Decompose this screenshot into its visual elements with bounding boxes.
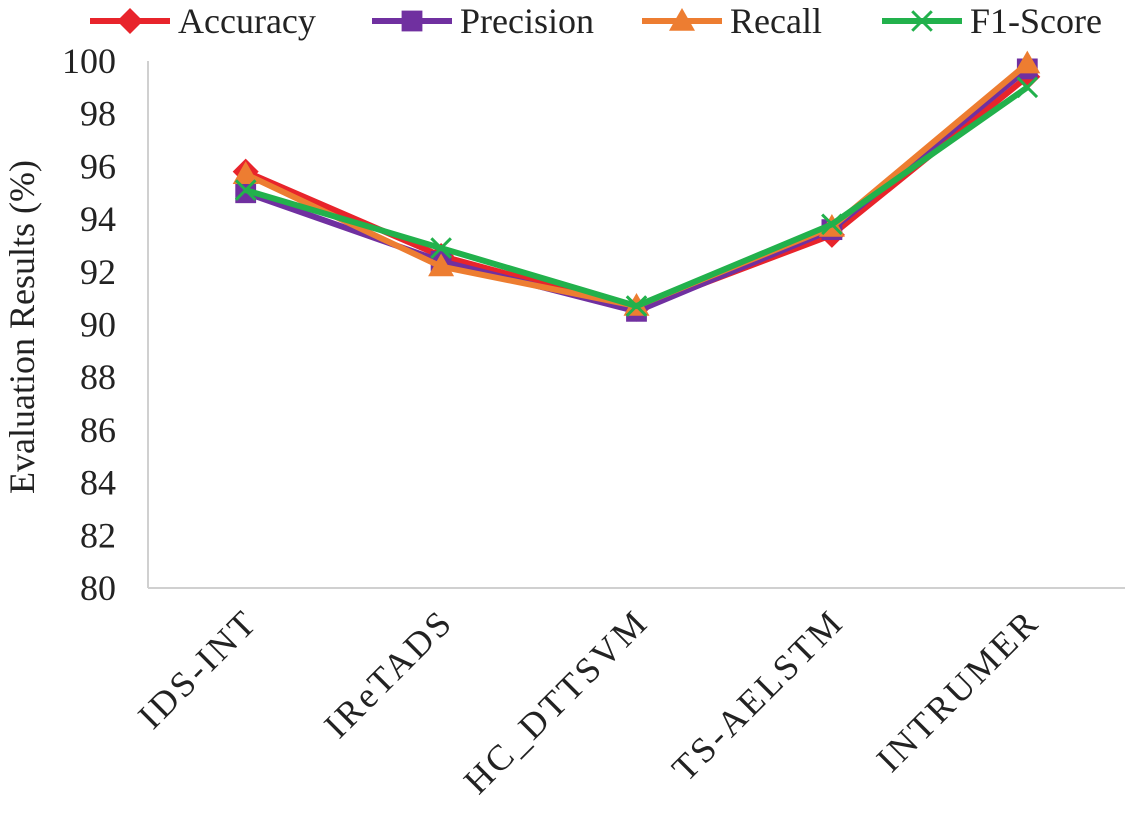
legend-swatch-marker [401,10,423,32]
series-f1-score [234,76,1039,317]
recall-line [244,61,1030,310]
y-tick-labels: 80 82 84 86 88 90 92 94 96 98 100 [62,41,116,608]
legend: Accuracy Precision Recall F1-Score [90,1,1102,41]
x-tick-label: IReTADS [316,601,460,745]
series-accuracy [232,63,1041,322]
legend-item-recall: Recall [642,1,822,41]
x-tick-label: HC_DTTSVM [456,601,656,801]
y-tick-label: 92 [80,252,116,292]
x-tick-label: TS-AELSTM [664,601,851,788]
legend-swatch-marker [117,8,143,34]
f1-score-point [821,213,843,236]
axes [147,61,1125,589]
y-tick-label: 100 [62,41,116,81]
legend-swatch-marker [669,8,695,31]
recall-point [232,161,259,185]
series-group [232,50,1041,322]
y-tick-label: 96 [80,146,116,186]
legend-label: Precision [460,1,594,41]
legend-item-precision: Precision [372,1,594,41]
y-tick-label: 94 [80,199,116,239]
x-tick-label: IDS-INT [130,601,265,736]
y-tick-label: 90 [80,305,116,345]
legend-label: F1-Score [970,1,1102,41]
y-axis-title: Evaluation Results (%) [2,160,42,494]
y-tick-label: 88 [80,357,116,397]
legend-swatch-marker [911,10,933,32]
f1-score-point [430,237,452,259]
recall-point [1014,50,1041,74]
legend-item-f1-score: F1-Score [882,1,1102,41]
series-recall [232,50,1041,316]
f1-score-point [1016,76,1039,99]
recall-point [428,253,455,277]
legend-label: Recall [730,1,822,41]
legend-item-accuracy: Accuracy [90,1,316,41]
y-tick-label: 98 [80,94,116,134]
y-tick-label: 84 [80,463,116,503]
accuracy-line [244,74,1030,312]
precision-line [244,66,1030,315]
y-tick-label: 86 [80,410,116,450]
y-tick-label: 80 [80,568,116,608]
legend-label: Accuracy [178,1,316,41]
f1-score-point [234,179,257,201]
x-tick-label: INTRUMER [869,601,1047,779]
y-tick-label: 82 [80,515,116,555]
series-precision [235,58,1038,322]
f1-score-point [625,295,648,317]
f1-score-line [244,84,1030,310]
